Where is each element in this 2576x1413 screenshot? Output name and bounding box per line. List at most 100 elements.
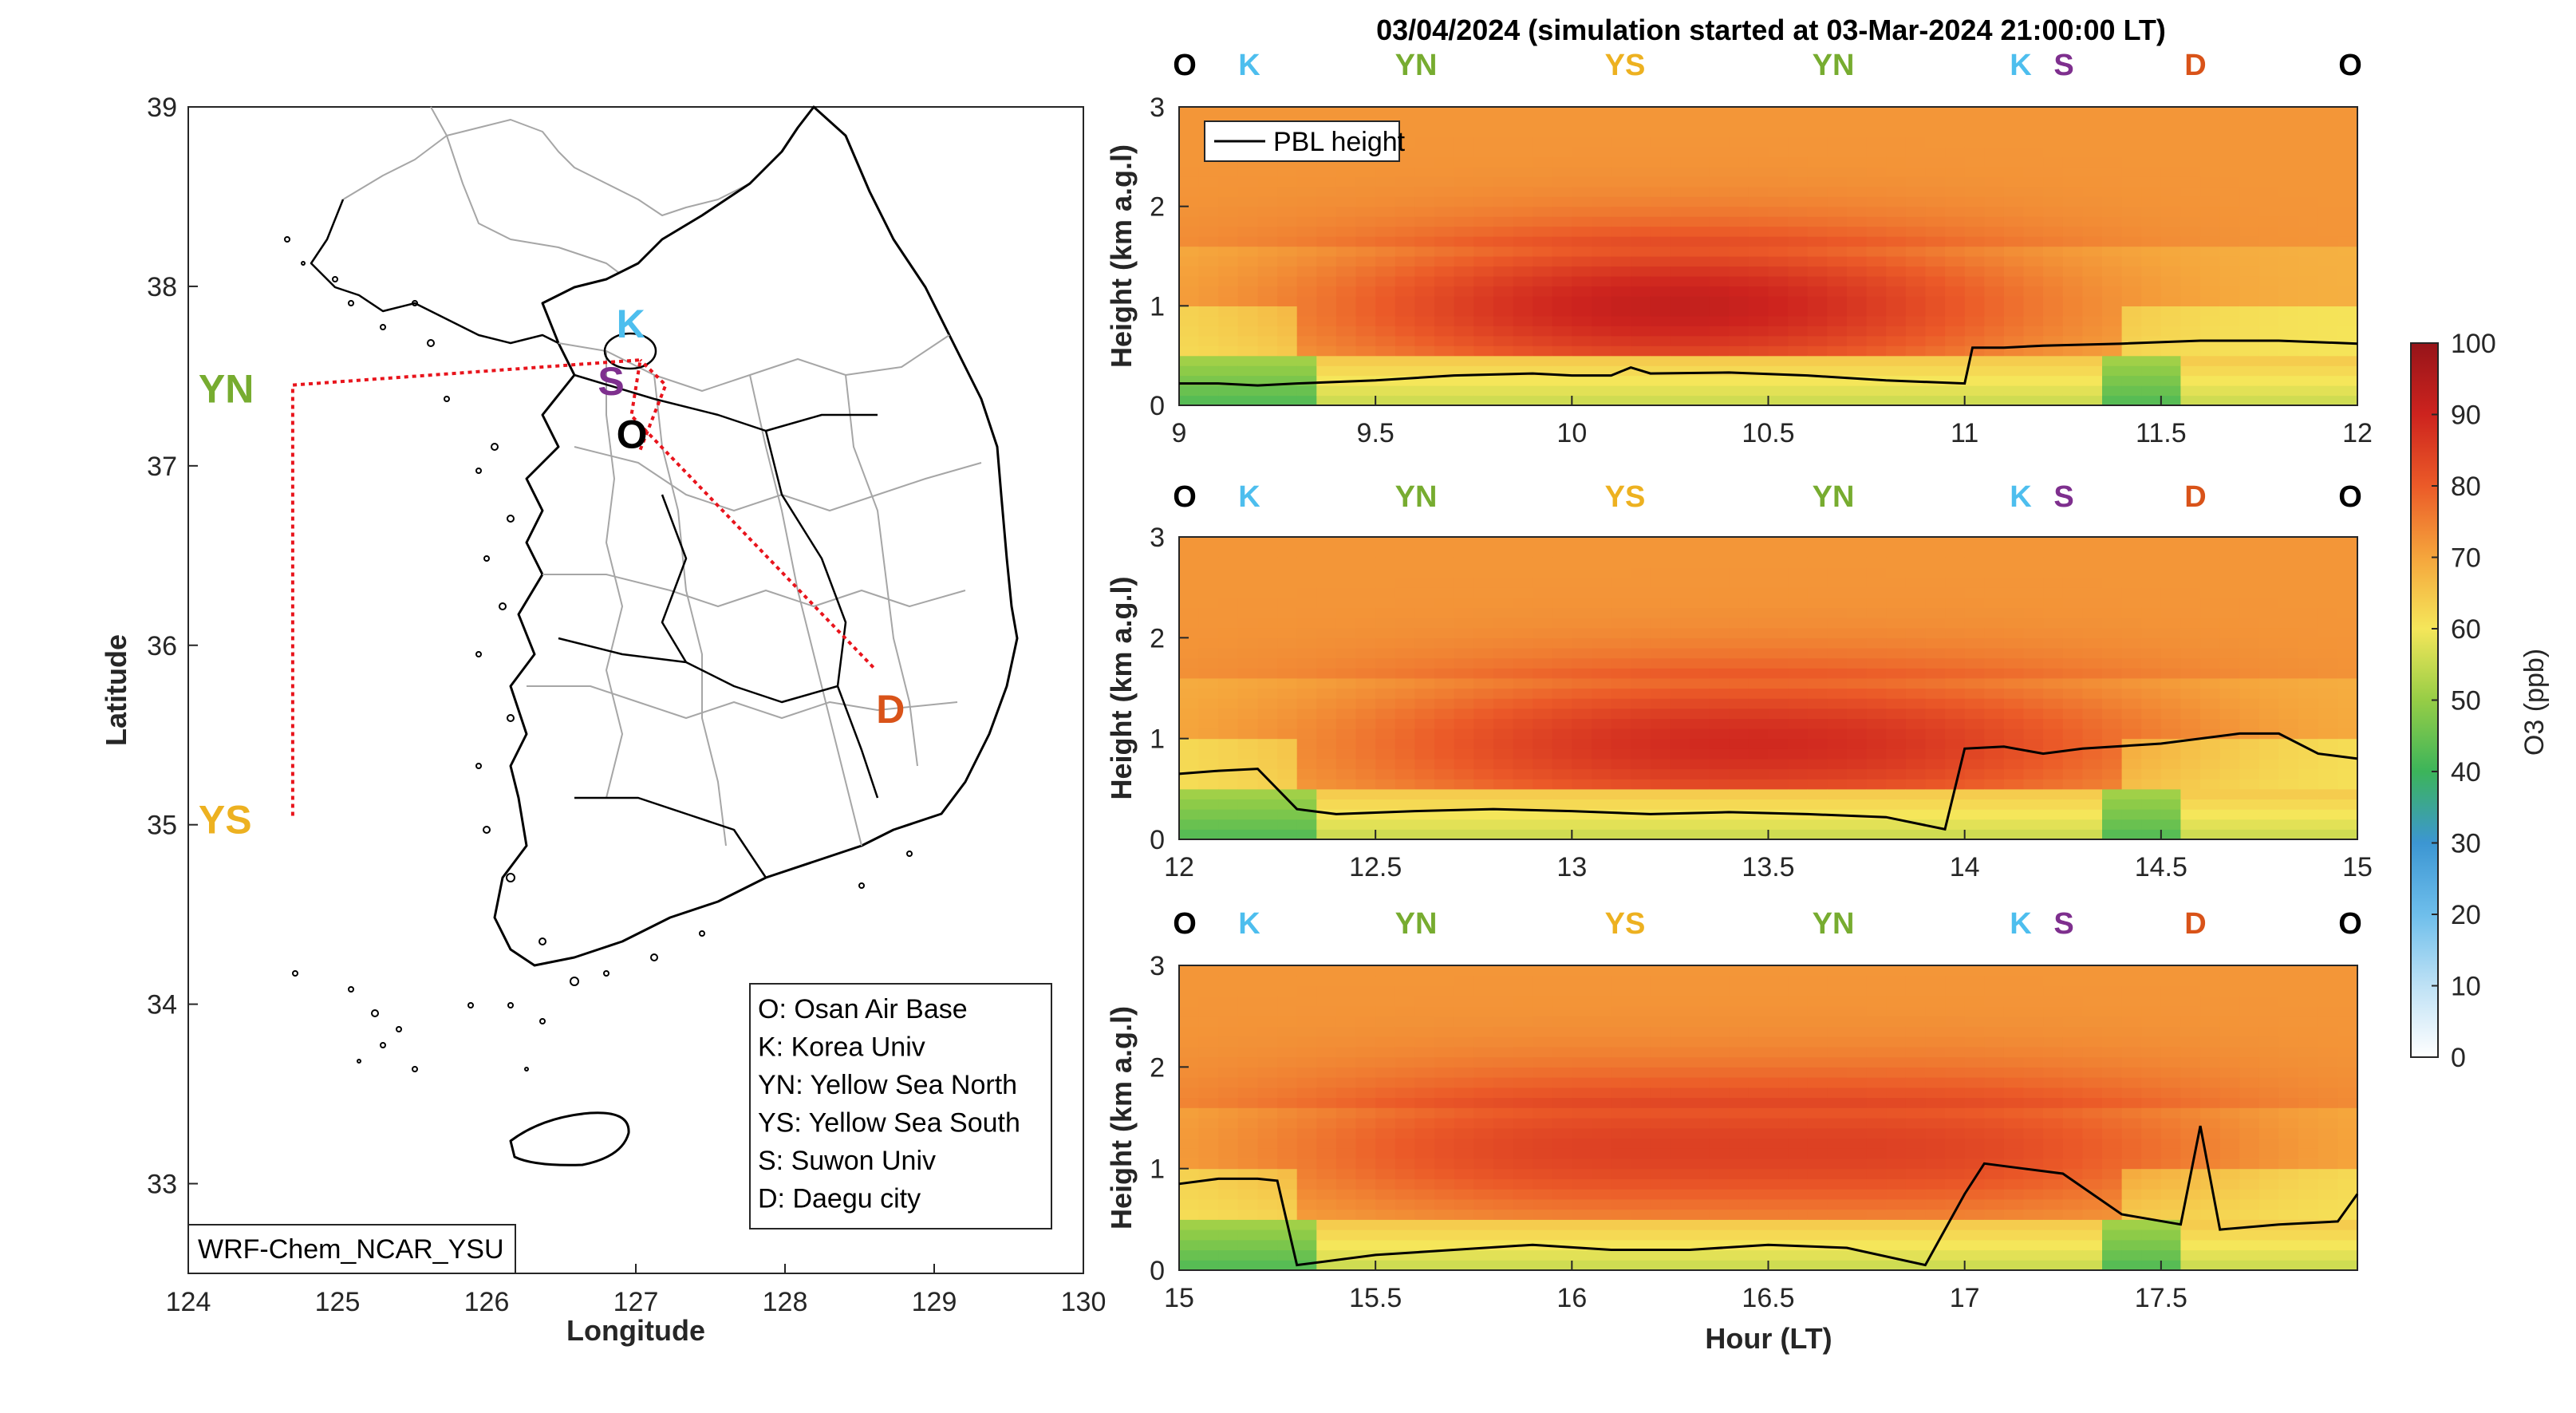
o3-cell <box>1513 1118 1533 1129</box>
o3-cell <box>1847 587 1868 598</box>
o3-cell <box>1198 597 1219 608</box>
o3-cell <box>2043 607 2064 618</box>
o3-cell <box>1355 607 1376 618</box>
o3-cell <box>1375 965 1396 977</box>
o3-cell <box>2239 779 2260 790</box>
o3-cell <box>1866 597 1887 608</box>
o3-cell <box>1690 385 1710 397</box>
o3-cell <box>1847 1016 1868 1027</box>
o3-cell <box>1709 788 1730 799</box>
o3-cell <box>1964 326 1985 337</box>
o3-cell <box>1296 1219 1317 1230</box>
o3-cell <box>1493 355 1514 366</box>
o3-cell <box>1847 1239 1868 1251</box>
o3-cell <box>1533 1087 1553 1099</box>
o3-cell <box>1237 1229 1258 1241</box>
o3-cell <box>1257 166 1278 177</box>
o3-cell <box>2121 819 2142 830</box>
o3-cell <box>1670 557 1690 568</box>
o3-cell <box>2278 627 2299 638</box>
o3-cell <box>1611 557 1631 568</box>
o3-cell <box>2023 385 2044 397</box>
o3-cell <box>1670 226 1690 237</box>
o3-cell <box>1925 1036 1946 1048</box>
o3-cell <box>1533 166 1553 177</box>
o3-cell <box>2200 166 2221 177</box>
o3-cell <box>2141 146 2162 157</box>
o3-cell <box>1493 226 1514 237</box>
o3-cell <box>2298 246 2319 257</box>
o3-cell <box>1729 1036 1750 1048</box>
o3-cell <box>1375 1168 1396 1179</box>
o3-cell <box>1533 648 1553 659</box>
o3-cell <box>1434 146 1455 157</box>
o3-cell <box>1827 1077 1848 1088</box>
o3-cell <box>1905 1178 1926 1190</box>
o3-cell <box>1886 1158 1907 1170</box>
o3-cell <box>1257 738 1278 749</box>
o3-cell <box>1945 587 1966 598</box>
map-xtick-label: 127 <box>613 1287 659 1317</box>
o3-cell <box>1237 226 1258 237</box>
o3-cell <box>1218 537 1239 548</box>
o3-cell <box>1847 738 1868 749</box>
o3-cell <box>1631 637 1651 649</box>
o3-cell <box>1473 1056 1494 1068</box>
o3-cell <box>2062 116 2083 128</box>
o3-cell <box>2023 779 2044 790</box>
o3-cell <box>1886 557 1907 568</box>
o3-cell <box>1847 698 1868 709</box>
o3-cell <box>1709 1219 1730 1230</box>
o3-cell <box>2141 819 2162 830</box>
o3-cell <box>1237 176 1258 187</box>
o3-cell <box>1296 395 1317 406</box>
o3-cell <box>1670 1016 1690 1027</box>
o3-cell <box>1335 587 1357 598</box>
o3-cell <box>1827 688 1848 699</box>
o3-cell <box>1650 146 1671 157</box>
o3-cell <box>1945 668 1966 679</box>
o3-cell <box>1748 216 1769 227</box>
o3-cell <box>1690 345 1710 357</box>
o3-cell <box>1768 246 1789 257</box>
o3-cell <box>1886 1016 1907 1027</box>
o3-cell <box>1748 1005 1769 1017</box>
o3-cell <box>1414 1158 1435 1170</box>
o3-cell <box>1533 1148 1553 1159</box>
o3-cell <box>1690 1016 1710 1027</box>
o3-cell <box>1925 708 1946 719</box>
o3-cell <box>1493 975 1514 986</box>
o3-cell <box>1179 306 1200 317</box>
o3-cell <box>1807 395 1828 406</box>
o3-cell <box>1631 965 1651 977</box>
o3-cell <box>1690 1209 1710 1220</box>
o3-cell <box>1375 1005 1396 1017</box>
o3-cell <box>1513 136 1533 148</box>
o3-cell <box>1493 677 1514 689</box>
o3-cell <box>2043 637 2064 649</box>
o3-cell <box>1355 335 1376 346</box>
o3-cell <box>1886 107 1907 118</box>
o3-cell <box>1533 1067 1553 1078</box>
o3-cell <box>1945 1168 1966 1179</box>
o3-cell <box>2258 587 2280 598</box>
o3-cell <box>1886 648 1907 659</box>
o3-cell <box>1788 1138 1809 1149</box>
o3-cell <box>1827 176 1848 187</box>
o3-cell <box>1335 1046 1357 1058</box>
o3-cell <box>1807 1077 1828 1088</box>
o3-cell <box>2278 688 2299 699</box>
o3-cell <box>1533 355 1553 366</box>
o3-cell <box>1905 985 1926 997</box>
o3-cell <box>1335 256 1357 267</box>
o3-cell <box>2337 365 2358 377</box>
o3-cell <box>1316 1005 1337 1017</box>
o3-cell <box>1533 226 1553 237</box>
o3-cell <box>1729 246 1750 257</box>
o3-cell <box>1748 1209 1769 1220</box>
o3-cell <box>1905 557 1926 568</box>
o3-cell <box>1807 1107 1828 1119</box>
o3-cell <box>1375 1026 1396 1037</box>
o3-cell <box>2180 186 2201 197</box>
o3-cell <box>1454 385 1474 397</box>
